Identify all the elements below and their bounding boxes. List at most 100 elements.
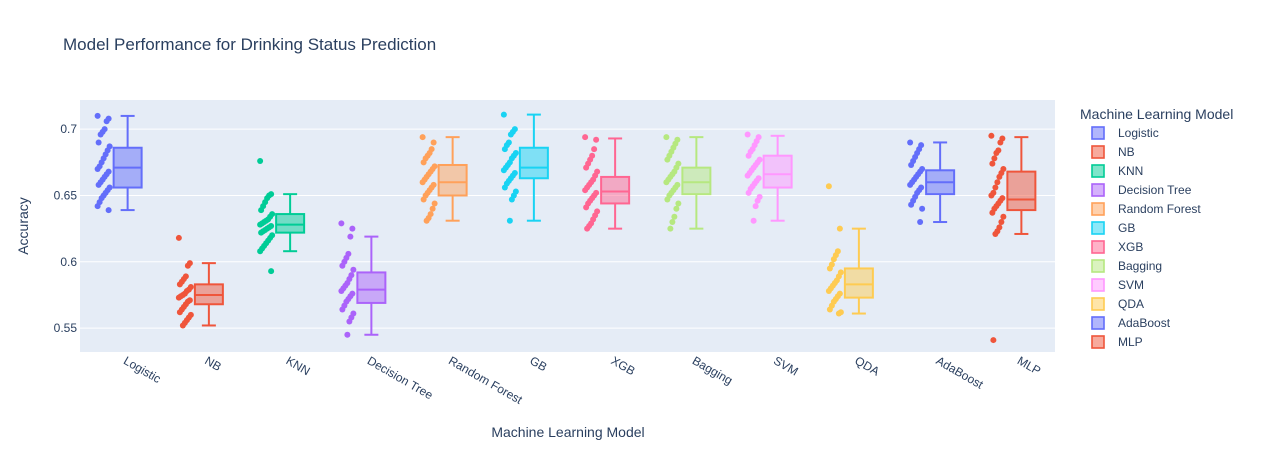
data-point — [667, 225, 674, 232]
legend-item-decision-tree: Decision Tree — [1091, 183, 1192, 197]
data-point — [175, 234, 182, 241]
data-point — [420, 196, 427, 203]
x-tick-label: Logistic — [121, 353, 163, 385]
points-decision-tree — [338, 220, 357, 338]
legend-label: GB — [1118, 221, 1135, 235]
legend-label: Bagging — [1118, 259, 1162, 273]
legend-item-xgb: XGB — [1091, 240, 1143, 254]
box-random-forest — [437, 136, 468, 222]
y-tick-label: 0.65 — [54, 188, 78, 202]
data-point — [97, 131, 104, 138]
data-point — [671, 213, 678, 220]
legend-swatch — [1091, 297, 1105, 311]
data-point — [998, 219, 1005, 226]
box-svm — [762, 134, 793, 222]
legend-item-mlp: MLP — [1091, 335, 1143, 349]
data-point — [992, 230, 999, 237]
data-point — [500, 111, 507, 118]
data-point — [431, 200, 438, 207]
x-tick-label: KNN — [284, 353, 313, 378]
y-tick-label: 0.7 — [60, 122, 77, 136]
data-point — [583, 204, 590, 211]
legend-label: QDA — [1118, 297, 1144, 311]
iqr-box — [437, 163, 468, 197]
data-point — [508, 196, 515, 203]
data-point — [750, 217, 757, 224]
y-axis-ticks: 0.55 0.6 0.65 0.7 — [54, 122, 78, 335]
legend-label: NB — [1118, 145, 1135, 159]
iqr-box — [843, 267, 874, 299]
x-tick-label: NB — [202, 353, 223, 373]
box-knn — [275, 193, 306, 253]
box-mlp — [1006, 136, 1037, 235]
legend-swatch — [1091, 164, 1105, 178]
legend-title: Machine Learning Model — [1080, 106, 1233, 122]
data-point — [268, 268, 275, 275]
data-point — [908, 161, 915, 168]
data-point — [593, 136, 600, 143]
data-point — [584, 225, 591, 232]
points-svm — [744, 131, 763, 224]
data-point — [176, 309, 183, 316]
data-point — [989, 160, 996, 167]
x-axis-ticks: Logistic NB KNN Decision Tree Random Forest G… — [121, 353, 1043, 407]
legend: Logistic NB KNN Decision Tree Random Forest G… — [1091, 126, 1201, 349]
legend-swatch — [1091, 335, 1105, 349]
data-point — [338, 287, 345, 294]
data-point — [826, 306, 833, 313]
data-point — [257, 158, 264, 165]
data-point — [997, 139, 1004, 146]
data-point — [94, 203, 101, 210]
legend-item-nb: NB — [1091, 145, 1135, 159]
data-point — [350, 266, 357, 273]
legend-label: MLP — [1118, 335, 1143, 349]
data-point — [830, 256, 837, 263]
points-qda — [825, 183, 844, 317]
legend-item-bagging: Bagging — [1091, 259, 1162, 273]
points-logistic — [94, 112, 113, 214]
data-point — [1000, 213, 1007, 220]
data-point — [258, 229, 265, 236]
iqr-box — [681, 166, 712, 196]
data-point — [423, 217, 430, 224]
x-tick-label: GB — [527, 353, 549, 374]
data-point — [347, 233, 354, 240]
legend-label: KNN — [1118, 164, 1143, 178]
legend-swatch — [1091, 145, 1105, 159]
box-xgb — [600, 137, 631, 230]
x-tick-label: QDA — [852, 353, 882, 378]
data-point — [744, 172, 751, 179]
data-point — [752, 203, 759, 210]
iqr-box — [518, 146, 549, 180]
data-point — [907, 181, 914, 188]
data-point — [179, 322, 186, 329]
data-point — [990, 337, 997, 344]
data-point — [825, 183, 832, 190]
data-point — [826, 265, 833, 272]
x-tick-label: MLP — [1015, 353, 1043, 377]
points-xgb — [582, 134, 601, 232]
data-point — [996, 173, 1003, 180]
data-point — [591, 146, 598, 153]
data-points — [94, 111, 1007, 344]
legend-swatch — [1091, 202, 1105, 216]
x-tick-label: Decision Tree — [365, 353, 436, 402]
legend-swatch — [1091, 183, 1105, 197]
iqr-box — [275, 213, 306, 234]
data-point — [583, 164, 590, 171]
data-point — [908, 201, 915, 208]
box-decision-tree — [356, 235, 387, 336]
iqr-box — [762, 154, 793, 189]
box-bagging — [681, 136, 712, 230]
data-point — [582, 187, 589, 194]
legend-swatch — [1091, 240, 1105, 254]
data-point — [989, 209, 996, 216]
data-point — [339, 306, 346, 313]
data-point — [675, 200, 682, 207]
data-point — [344, 331, 351, 338]
data-point — [673, 205, 680, 212]
points-mlp — [988, 132, 1007, 344]
data-point — [339, 262, 346, 269]
points-random-forest — [419, 134, 438, 224]
